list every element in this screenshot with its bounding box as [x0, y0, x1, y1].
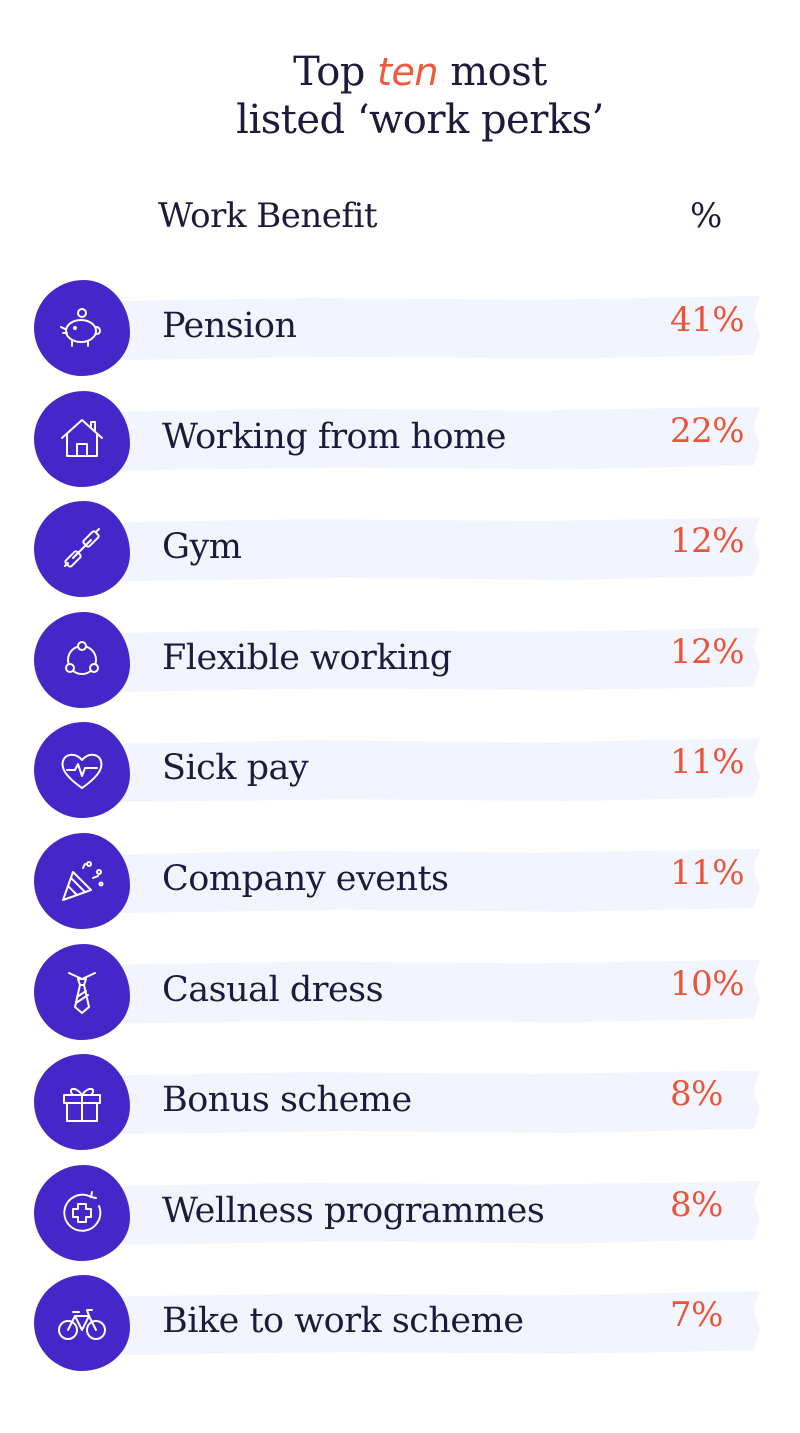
table-row: Bike to work scheme 7%	[0, 1275, 800, 1385]
row-label: Company events	[162, 859, 449, 899]
row-label: Working from home	[162, 416, 506, 457]
table-row: Casual dress 10%	[0, 943, 800, 1054]
row-label: Bike to work scheme	[162, 1301, 524, 1342]
row-value: 8%	[670, 1184, 723, 1225]
house-icon	[34, 390, 130, 487]
table-row: Bonus scheme 8%	[0, 1054, 800, 1164]
row-band	[120, 296, 760, 360]
title-line-1: Top ten most	[0, 48, 800, 96]
row-band	[120, 1180, 760, 1245]
row-label: Bonus scheme	[162, 1080, 412, 1121]
table-row: Pension 41%	[0, 280, 800, 390]
column-header-benefit: Work Benefit	[158, 196, 378, 236]
table-row: Sick pay 11%	[0, 722, 800, 832]
chart-title: Top ten most listed ‘work perks’	[0, 48, 800, 144]
row-label: Wellness programmes	[162, 1190, 545, 1231]
table-row: Working from home 22%	[0, 390, 800, 501]
row-value: 41%	[670, 300, 745, 340]
row-value: 10%	[670, 963, 745, 1004]
bicycle-icon	[34, 1275, 130, 1372]
row-band	[120, 517, 760, 582]
row-label: Casual dress	[162, 969, 384, 1010]
heart-pulse-icon	[34, 722, 130, 819]
table-row: Wellness programmes 8%	[0, 1164, 800, 1275]
table-row: Flexible working 12%	[0, 611, 800, 722]
dumbbell-icon	[34, 501, 130, 598]
tie-icon	[34, 943, 130, 1040]
flexible-cycle-icon	[34, 611, 130, 708]
row-value: 22%	[670, 410, 745, 451]
row-band	[120, 738, 760, 803]
row-label: Pension	[162, 306, 297, 346]
title-word-top: Top	[293, 49, 365, 95]
title-word-most: most	[450, 49, 547, 95]
row-band	[120, 627, 760, 692]
row-label: Gym	[162, 527, 242, 568]
row-value: 11%	[670, 742, 745, 783]
title-line-2: listed ‘work perks’	[236, 97, 604, 143]
title-accent-word: ten	[377, 50, 438, 94]
row-value: 11%	[670, 853, 745, 893]
table-row: Gym 12%	[0, 501, 800, 611]
row-band	[120, 1070, 760, 1135]
row-value: 8%	[670, 1074, 723, 1115]
column-header-percent: %	[690, 196, 722, 236]
row-band	[120, 959, 760, 1024]
party-popper-icon	[34, 833, 130, 929]
row-label: Flexible working	[162, 637, 452, 678]
wellness-plus-icon	[34, 1164, 130, 1261]
row-label: Sick pay	[162, 748, 309, 789]
row-value: 7%	[670, 1295, 723, 1336]
row-band	[120, 406, 760, 471]
row-band	[120, 849, 760, 913]
row-band	[120, 1291, 760, 1356]
table-row: Company events 11%	[0, 833, 800, 943]
row-value: 12%	[670, 631, 745, 672]
gift-icon	[34, 1054, 130, 1151]
row-value: 12%	[670, 521, 745, 562]
piggy-bank-icon	[34, 280, 130, 376]
